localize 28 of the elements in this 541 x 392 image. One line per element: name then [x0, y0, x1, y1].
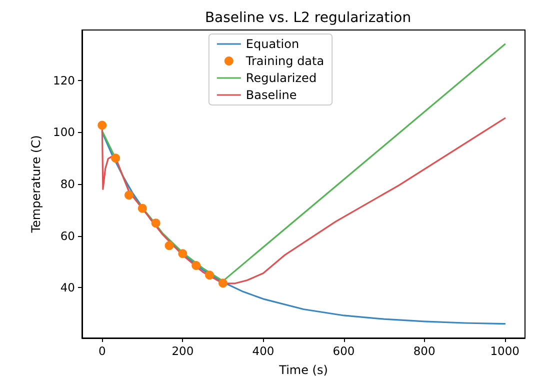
point	[218, 278, 228, 288]
point	[164, 241, 174, 250]
point	[124, 190, 134, 200]
x-tick-label: 1000	[490, 344, 520, 358]
point	[205, 270, 214, 280]
chart-title: Baseline vs. L2 regularization	[204, 10, 412, 26]
y-tick-label: 40	[60, 280, 75, 295]
x-tick-label: 600	[332, 344, 355, 358]
x-tick-label: 400	[252, 344, 274, 358]
x-tick-label: 200	[172, 344, 194, 358]
point	[98, 120, 107, 130]
y-tick-label: 100	[53, 125, 75, 140]
x-axis-title: Time (s)	[278, 363, 328, 377]
point	[111, 154, 120, 163]
point	[178, 249, 188, 258]
legend-label: Baseline	[246, 88, 297, 102]
x-tick-label: 0	[98, 344, 106, 358]
legend-label: Training data	[244, 54, 324, 68]
point	[192, 261, 201, 270]
legend-label: Equation	[246, 37, 300, 51]
y-tick-label: 120	[53, 73, 75, 88]
point	[151, 218, 160, 228]
y-tick-label: 60	[60, 228, 75, 243]
point	[138, 204, 147, 213]
y-axis-title: Temperature (C)	[29, 135, 44, 234]
x-tick-label: 800	[413, 344, 436, 358]
legend-label: Regularized	[246, 71, 317, 85]
y-tick-label: 80	[60, 177, 75, 191]
